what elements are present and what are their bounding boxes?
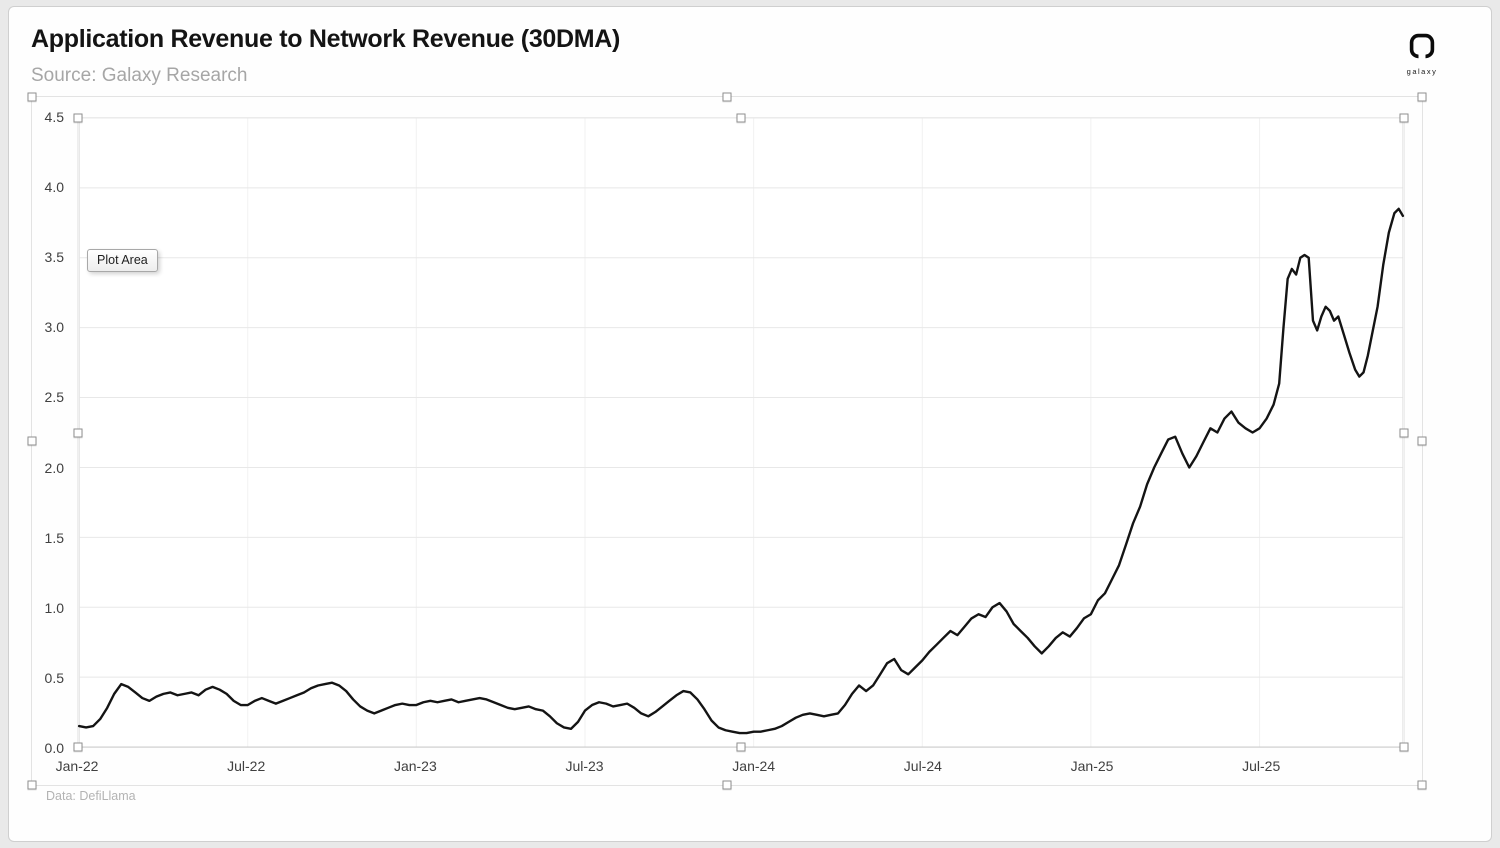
selection-handle[interactable] <box>722 780 732 790</box>
y-axis-label: 4.5 <box>44 109 64 125</box>
x-axis-label: Jul-22 <box>227 758 266 774</box>
selection-handle[interactable] <box>27 436 37 446</box>
x-axis-label: Jan-24 <box>732 758 776 774</box>
selection-handle[interactable] <box>27 92 37 102</box>
y-axis-label: 3.5 <box>44 249 64 266</box>
chart-title: Application Revenue to Network Revenue (… <box>31 25 621 53</box>
y-axis-label: 1.5 <box>44 529 64 546</box>
y-axis-label: 2.5 <box>44 389 64 406</box>
x-axis-label: Jan-22 <box>55 758 99 774</box>
selection-handle[interactable] <box>722 92 732 102</box>
x-axis-label: Jan-23 <box>393 758 437 774</box>
chart-source: Source: Galaxy Research <box>31 65 248 86</box>
data-attribution: Data: DefiLlama <box>46 789 136 803</box>
y-axis-label: 2.0 <box>44 459 64 476</box>
selection-handle[interactable] <box>1417 436 1427 446</box>
selection-handle[interactable] <box>736 742 746 752</box>
galaxy-logo-icon <box>1407 33 1437 65</box>
y-axis-label: 1.0 <box>44 599 64 616</box>
plot-area-tooltip: Plot Area <box>87 249 158 272</box>
chart-window: Application Revenue to Network Revenue (… <box>8 6 1492 842</box>
x-axis-label: Jul-23 <box>565 758 604 774</box>
selection-handle[interactable] <box>1417 92 1427 102</box>
selection-handle[interactable] <box>1399 742 1409 752</box>
y-axis-label: 3.0 <box>44 319 64 336</box>
galaxy-logo-text: galaxy <box>1406 67 1438 76</box>
selection-handle[interactable] <box>73 113 83 123</box>
selection-handle[interactable] <box>1417 780 1427 790</box>
selection-handle[interactable] <box>27 780 37 790</box>
y-axis-label: 0.5 <box>44 669 64 686</box>
x-axis-label: Jul-25 <box>1242 758 1281 774</box>
selection-handle[interactable] <box>1399 113 1409 123</box>
ratio-line-chart <box>77 117 1405 748</box>
x-axis-label: Jan-25 <box>1070 758 1114 774</box>
selection-handle[interactable] <box>73 742 83 752</box>
galaxy-logo: galaxy <box>1401 31 1443 76</box>
y-axis-label: 4.0 <box>44 179 64 196</box>
y-axis-label: 0.0 <box>44 740 64 756</box>
x-axis-label: Jul-24 <box>903 758 942 774</box>
chart-selection-frame[interactable]: Plot Area 0.0 0.5 1.0 1.5 2.0 2.5 3.0 3.5 4.0 4.5… <box>27 92 1427 790</box>
selection-handle[interactable] <box>73 428 83 437</box>
selection-handle[interactable] <box>1399 428 1409 437</box>
selection-handle[interactable] <box>736 113 746 123</box>
plot-area[interactable]: Plot Area <box>73 113 1409 752</box>
